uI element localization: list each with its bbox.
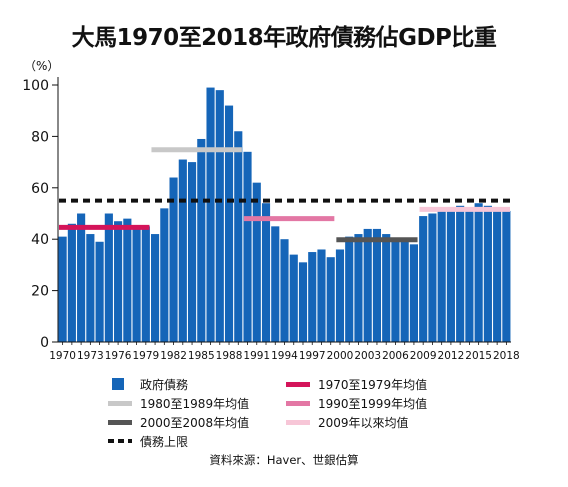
x-tick-label-1979: 1979 — [132, 350, 159, 362]
bar-2002 — [354, 234, 363, 342]
bar-2006 — [391, 239, 400, 342]
bar-2014 — [465, 208, 474, 342]
x-tick-label-1991: 1991 — [243, 350, 270, 362]
bar-1980 — [151, 234, 160, 342]
bar-1990 — [243, 151, 252, 342]
y-axis-label: （%） — [24, 59, 59, 73]
bar-1974 — [95, 241, 104, 342]
bar-1993 — [271, 226, 280, 342]
x-tick-label-1997: 1997 — [299, 350, 326, 362]
x-tick-label-1970: 1970 — [49, 350, 76, 362]
bar-1978 — [132, 228, 141, 342]
x-tick-label-2003: 2003 — [354, 350, 381, 362]
bar-2004 — [372, 228, 382, 342]
bar-2017 — [493, 210, 502, 342]
bar-1992 — [261, 203, 271, 342]
y-tick-label-20: 20 — [31, 284, 49, 300]
x-tick-label-2000: 2000 — [327, 350, 354, 362]
bar-1979 — [141, 226, 150, 342]
bar-2013 — [456, 205, 465, 342]
bar-2011 — [437, 210, 446, 342]
bar-1994 — [280, 239, 289, 342]
x-tick-label-2006: 2006 — [382, 350, 409, 362]
bar-2009 — [419, 216, 428, 342]
bar-2012 — [446, 210, 455, 342]
bar-1983 — [178, 159, 187, 342]
bar-2018 — [502, 210, 511, 342]
bar-1989 — [234, 131, 243, 342]
bar-2008 — [409, 244, 418, 342]
bar-1986 — [206, 87, 215, 342]
x-tick-label-1982: 1982 — [160, 350, 187, 362]
x-tick-label-2018: 2018 — [493, 350, 520, 362]
bar-2007 — [400, 239, 409, 342]
bar-2003 — [363, 228, 372, 342]
chart-title: 大馬1970至2018年政府債務佔GDP比重 — [71, 25, 497, 51]
bar-2005 — [382, 234, 391, 342]
x-tick-label-2009: 2009 — [410, 350, 437, 362]
bar-1998 — [317, 249, 326, 342]
x-tick-label-2015: 2015 — [465, 350, 492, 362]
bar-1999 — [326, 257, 335, 342]
y-tick-label-80: 80 — [31, 129, 49, 145]
bar-1982 — [169, 177, 178, 342]
bar-1975 — [104, 213, 113, 342]
y-tick-label-40: 40 — [31, 232, 49, 248]
bar-1988 — [224, 105, 234, 342]
source-note: 資料來源：Haver、世銀估算 — [209, 453, 359, 467]
bar-1991 — [252, 182, 261, 342]
bar-2000 — [335, 249, 345, 342]
y-tick-label-100: 100 — [22, 78, 49, 94]
bar-1984 — [187, 162, 197, 342]
bar-1985 — [197, 138, 206, 342]
reference-lines-group — [59, 147, 510, 243]
bar-1971 — [67, 223, 76, 342]
bar-1997 — [308, 252, 317, 342]
bar-1973 — [86, 234, 95, 342]
bar-1977 — [123, 218, 132, 342]
bar-2010 — [428, 213, 437, 342]
bar-1976 — [114, 221, 123, 342]
x-tick-label-1994: 1994 — [271, 350, 298, 362]
bar-2016 — [483, 205, 492, 342]
x-tick-label-1985: 1985 — [188, 350, 215, 362]
y-tick-label-0: 0 — [40, 335, 49, 351]
bars-group — [58, 87, 511, 342]
bar-1972 — [77, 213, 86, 342]
x-tick-label-2012: 2012 — [438, 350, 465, 362]
bar-1970 — [58, 236, 67, 342]
y-tick-label-60: 60 — [31, 181, 49, 197]
bar-1987 — [215, 90, 224, 342]
x-tick-label-1973: 1973 — [77, 350, 104, 362]
bar-2001 — [345, 236, 354, 342]
x-tick-label-1988: 1988 — [216, 350, 243, 362]
x-tick-label-1976: 1976 — [105, 350, 132, 362]
bar-2015 — [474, 203, 483, 342]
bar-1981 — [160, 208, 169, 342]
bar-1995 — [289, 254, 298, 342]
bar-1996 — [298, 262, 308, 342]
